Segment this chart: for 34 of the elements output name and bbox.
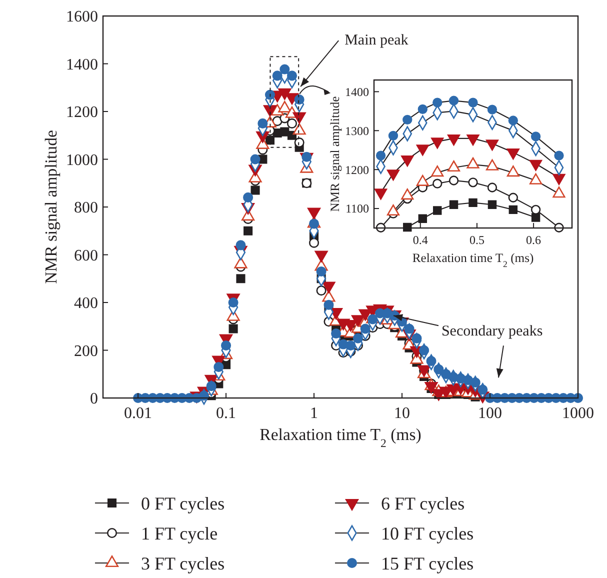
legend-label: 15 FT cycles — [381, 553, 474, 574]
y-tick-label: 400 — [74, 295, 98, 312]
y-tick-label: 1100 — [345, 202, 369, 216]
y-tick-label: 200 — [74, 342, 98, 360]
y-tick-label: 1600 — [66, 8, 98, 26]
y-tick-label: 1400 — [66, 56, 98, 74]
y-tick-label: 600 — [74, 247, 98, 264]
y-tick-label: 0 — [90, 390, 98, 408]
x-tick-label: 1 — [310, 405, 318, 422]
y-tick-label: 1200 — [345, 162, 369, 177]
annotation: Secondary peaks — [441, 324, 543, 340]
x-axis-title: Relaxation time T$_{2}$ (ms) — [260, 425, 422, 450]
x-tick-label: 0.1 — [216, 405, 236, 422]
y-tick-label: 1200 — [66, 104, 98, 122]
x-tick-label: 1000 — [562, 405, 594, 422]
legend-label: 3 FT cycles — [141, 553, 225, 574]
legend-label: 1 FT cycle — [141, 523, 218, 544]
x-tick-label: 0.01 — [124, 405, 152, 422]
x-axis-title: Relaxation time T$_{2}$ (ms) — [412, 251, 534, 269]
legend-label: 0 FT cycles — [141, 493, 225, 514]
legend-label: 10 FT cycles — [381, 523, 474, 544]
legend-label: 6 FT cycles — [381, 493, 465, 514]
x-tick-label: 10 — [394, 405, 410, 422]
x-tick-label: 0.4 — [412, 233, 428, 247]
y-tick-label: 800 — [74, 200, 98, 217]
x-tick-label: 0.6 — [526, 233, 542, 247]
y-axis-title: NMR signal amplitude — [42, 130, 61, 284]
x-tick-label: 100 — [478, 405, 502, 422]
y-axis-title: NMR signal amplitude — [328, 96, 342, 212]
y-tick-label: 1400 — [345, 84, 369, 99]
annotation: Main peak — [344, 32, 409, 49]
x-tick-label: 0.5 — [469, 233, 484, 247]
y-tick-label: 1300 — [345, 124, 369, 138]
y-tick-label: 1000 — [66, 152, 98, 169]
